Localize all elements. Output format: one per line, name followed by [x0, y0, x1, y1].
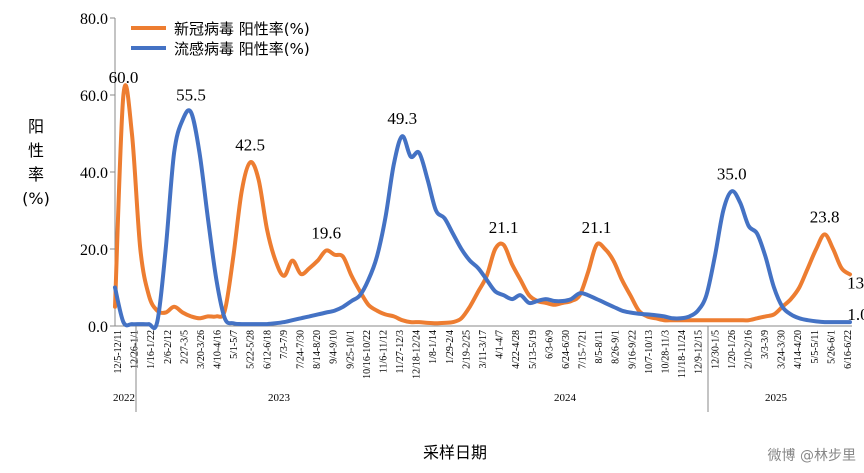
- x-tick-label: 12/9-12/15: [694, 330, 705, 374]
- watermark: 微博 @林步里: [768, 447, 856, 464]
- legend-label-flu: 流感病毒 阳性率(%): [174, 40, 310, 58]
- x-tick-label: 6/16-6/22: [843, 330, 854, 369]
- data-label: 13.4: [847, 273, 864, 292]
- legend: 新冠病毒 阳性率(%) 流感病毒 阳性率(%): [131, 20, 310, 58]
- x-tick-label: 3/11-3/17: [478, 330, 489, 369]
- x-tick-label: 3/24-3/30: [777, 330, 788, 369]
- x-tick-label: 11/6-11/12: [378, 330, 389, 373]
- y-tick-label: 0.0: [88, 319, 108, 336]
- x-tick-label: 9/16-9/22: [627, 330, 638, 369]
- x-tick-label: 2/6-2/12: [163, 330, 174, 364]
- x-tick-label: 1/29-2/4: [445, 330, 456, 364]
- x-tick-label: 4/10-4/16: [213, 330, 224, 369]
- x-tick-label: 7/15-7/21: [578, 330, 589, 369]
- x-tick-label: 11/27-12/3: [395, 330, 406, 374]
- data-label: 42.5: [235, 135, 265, 154]
- y-tick-labels: 0.0 20.0 40.0 60.0 80.0: [80, 11, 115, 336]
- x-tick-label: 5/5-5/11: [810, 330, 821, 364]
- data-label: 35.0: [717, 164, 747, 183]
- y-tick-label: 20.0: [80, 242, 108, 259]
- covid-series-line: [113, 83, 852, 326]
- year-label: 2023: [268, 392, 291, 404]
- data-label: 21.1: [489, 218, 519, 237]
- x-tick-label: 11/18-11/24: [677, 330, 688, 378]
- x-axis-title: 采样日期: [423, 443, 487, 462]
- legend-label-covid: 新冠病毒 阳性率(%): [174, 20, 310, 38]
- x-tick-label: 6/12-6/18: [262, 330, 273, 369]
- flu-series-line: [113, 108, 852, 331]
- x-tick-label: 6/24-6/30: [561, 330, 572, 369]
- year-label: 2024: [554, 392, 577, 404]
- x-tick-label: 8/14-8/20: [312, 330, 323, 369]
- y-tick-label: 60.0: [80, 88, 108, 105]
- x-tick-label: 12/26-1/1: [130, 330, 141, 369]
- x-tick-label: 2/27-3/5: [179, 330, 190, 364]
- x-tick-label: 4/22-4/28: [511, 330, 522, 369]
- data-label: 19.6: [311, 224, 341, 243]
- data-label: 60.0: [109, 68, 139, 87]
- year-labels: 2022 2023 2024 2025: [113, 326, 788, 412]
- x-tick-label: 8/26-9/1: [611, 330, 622, 364]
- x-tick-label: 8/5-8/11: [594, 330, 605, 364]
- x-tick-label: 3/20-3/26: [196, 330, 207, 369]
- x-tick-label: 7/24-7/30: [296, 330, 307, 369]
- x-tick-label: 12/5-12/11: [113, 330, 124, 374]
- x-tick-label: 5/1-5/7: [229, 330, 240, 359]
- x-tick-label: 10/7-10/13: [644, 330, 655, 374]
- x-tick-label: 4/1-4/7: [495, 330, 506, 359]
- x-tick-label: 6/3-6/9: [544, 330, 555, 359]
- x-tick-label: 5/26-6/1: [826, 330, 837, 364]
- y-tick-label: 40.0: [80, 165, 108, 182]
- year-label: 2025: [765, 392, 788, 404]
- data-label: 1.0: [847, 305, 864, 324]
- x-tick-label: 3/3-3/9: [760, 330, 771, 359]
- x-tick-label: 4/14-4/20: [793, 330, 804, 369]
- x-tick-label: 7/3-7/9: [279, 330, 290, 359]
- x-tick-label: 5/13-5/19: [528, 330, 539, 369]
- x-tick-label: 5/22-5/28: [246, 330, 257, 369]
- x-tick-label: 10/28-11/3: [661, 330, 672, 374]
- series-lines: [113, 83, 852, 331]
- x-tick-labels: 12/5-12/11 12/26-1/1 1/16-1/22 2/6-2/12 2/27…: [113, 330, 854, 379]
- data-label: 55.5: [176, 85, 206, 104]
- x-tick-label: 12/18-12/24: [412, 330, 423, 379]
- x-tick-label: 9/4-9/10: [329, 330, 340, 364]
- y-axis-title: 阳性率(%): [22, 117, 50, 208]
- x-tick-label: 1/16-1/22: [146, 330, 157, 369]
- data-label: 49.3: [387, 109, 417, 128]
- data-label: 21.1: [582, 218, 612, 237]
- x-tick-label: 1/8-1/14: [428, 330, 439, 364]
- x-tick-label: 12/30-1/5: [710, 330, 721, 369]
- y-tick-label: 80.0: [80, 11, 108, 28]
- x-tick-label: 9/25-10/1: [345, 330, 356, 369]
- data-labels: 60.0 55.5 42.5 19.6 49.3 21.1 21.1 35.0 23.8 13.4…: [109, 68, 864, 324]
- x-tick-label: 1/20-1/26: [727, 330, 738, 369]
- x-tick-label: 2/10-2/16: [743, 330, 754, 369]
- x-tick-label: 10/16-10/22: [362, 330, 373, 379]
- year-label: 2022: [113, 392, 135, 404]
- x-tick-label: 2/19-2/25: [461, 330, 472, 369]
- data-label: 23.8: [810, 207, 840, 226]
